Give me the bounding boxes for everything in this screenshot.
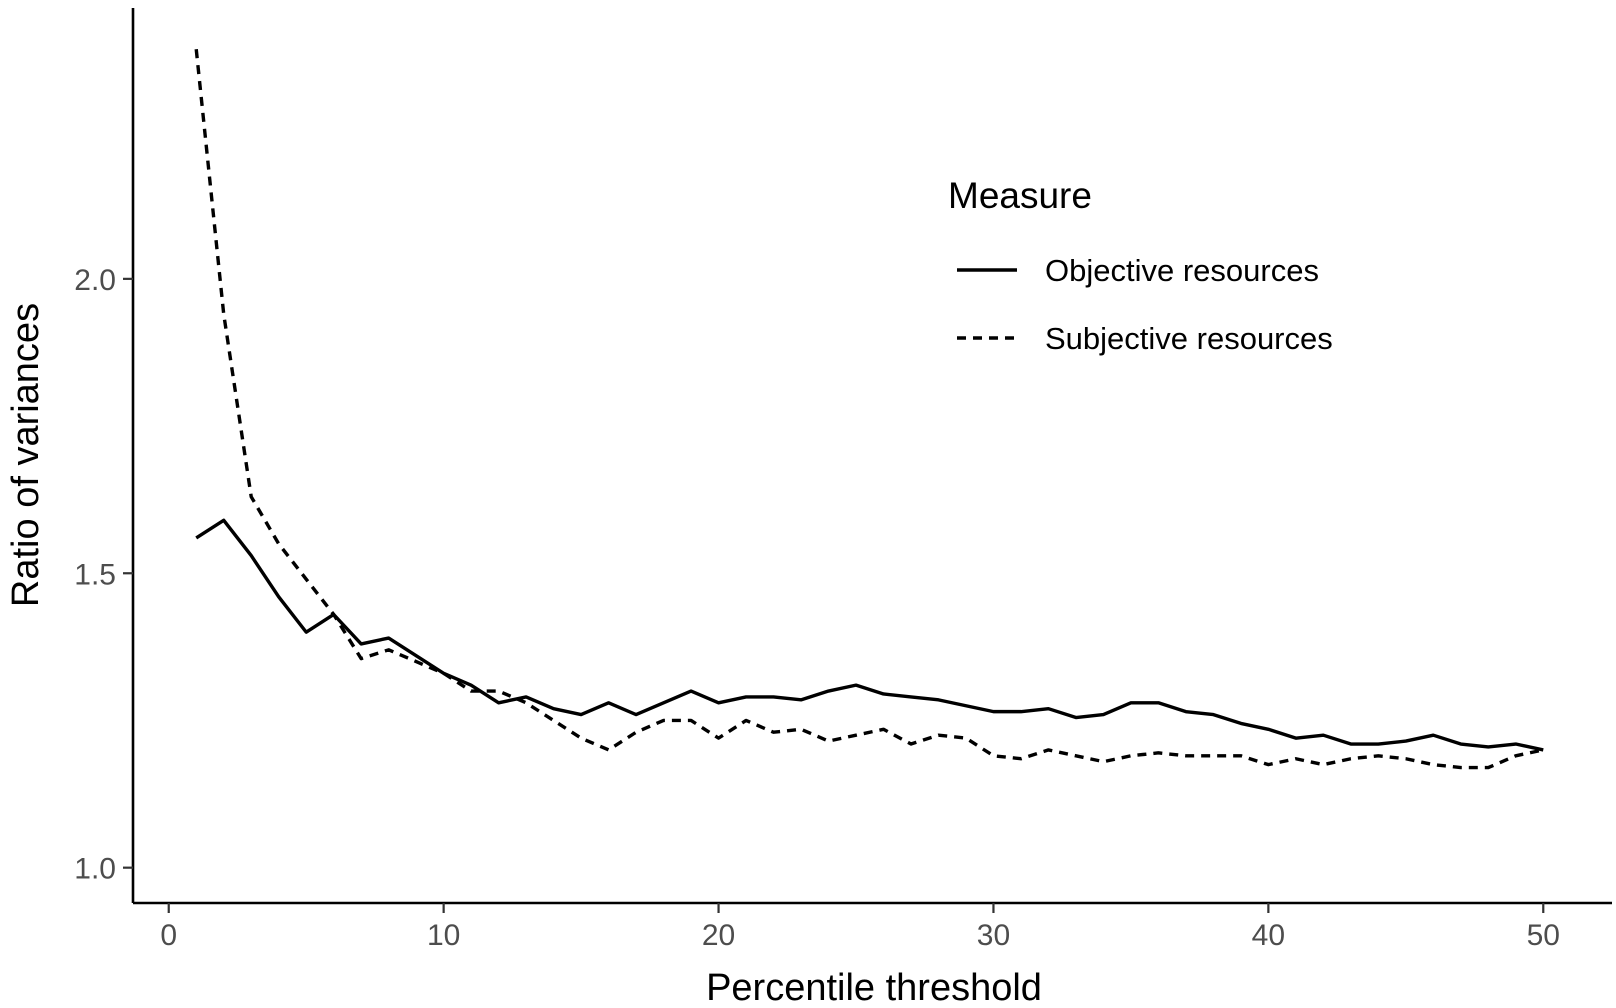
x-tick-label: 0	[160, 919, 177, 952]
x-ticks: 0 10 20 30 40 50	[160, 903, 1560, 952]
y-tick-label: 1.0	[74, 853, 116, 886]
axes	[131, 8, 1612, 905]
series-line-subjective-resources	[194, 49, 1544, 770]
x-tick-label: 10	[427, 919, 460, 952]
y-axis-title: Ratio of variances	[5, 303, 47, 607]
legend: Measure Objective resources Subjective re…	[948, 175, 1333, 356]
x-tick-label: 20	[702, 919, 735, 952]
x-tick-label: 40	[1252, 919, 1285, 952]
y-tick-label: 1.5	[74, 558, 116, 591]
series-line-objective-resources	[195, 518, 1544, 752]
legend-label-objective-resources: Objective resources	[1045, 253, 1319, 288]
y-tick-label: 2.0	[74, 264, 116, 297]
legend-items: Objective resources Subjective resources	[957, 253, 1333, 356]
y-ticks: 1.0 1.5 2.0	[74, 264, 133, 886]
x-axis-title: Percentile threshold	[706, 967, 1042, 1008]
legend-title: Measure	[948, 175, 1092, 216]
x-tick-label: 30	[977, 919, 1010, 952]
x-tick-label: 50	[1527, 919, 1560, 952]
series-layer	[194, 49, 1544, 770]
legend-label-subjective-resources: Subjective resources	[1045, 321, 1333, 356]
